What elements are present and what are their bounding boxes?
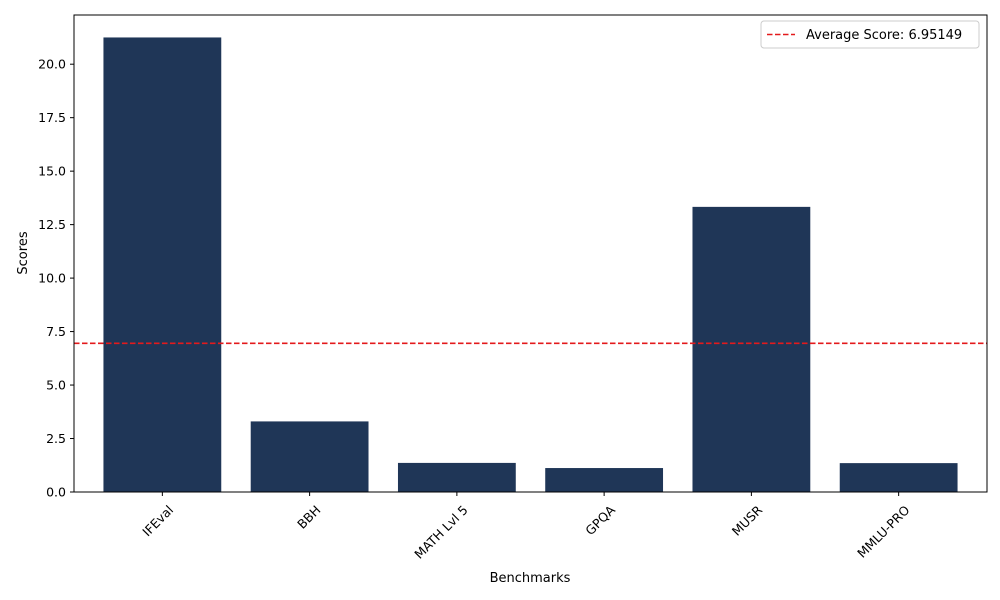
y-tick-label: 20.0 [38, 57, 66, 72]
y-axis-label: Scores [16, 231, 31, 274]
legend-box [760, 20, 980, 49]
x-tick-label: MATH Lvl 5 [411, 502, 470, 561]
y-tick-label: 0.0 [46, 485, 66, 500]
x-axis-ticks: IFEval BBH MATH Lvl 5 GPQA MUSR MMLU-PRO [139, 492, 913, 562]
x-tick-label: MUSR [729, 502, 766, 539]
x-tick-label: BBH [294, 502, 323, 531]
plot-frame [73, 14, 988, 493]
bar-ifeval [103, 37, 222, 492]
bar-math-lvl-5 [397, 462, 516, 492]
bar-bbh [250, 421, 369, 492]
y-tick-label: 10.0 [38, 271, 66, 286]
x-tick-label: IFEval [139, 502, 176, 539]
y-tick-label: 5.0 [46, 378, 66, 393]
legend-average-label: Average Score: 6.95149 [806, 28, 962, 43]
x-axis-label: Benchmarks [490, 571, 571, 586]
x-tick-label: GPQA [582, 502, 618, 538]
bar-gpqa [545, 468, 664, 492]
y-tick-label: 17.5 [38, 110, 66, 125]
x-tick-label: MMLU-PRO [854, 502, 913, 561]
y-tick-label: 2.5 [46, 431, 66, 446]
y-tick-label: 7.5 [46, 324, 66, 339]
bars-layer [103, 37, 958, 492]
y-tick-label: 15.0 [38, 164, 66, 179]
bar-musr [692, 206, 811, 492]
y-tick-label: 12.5 [38, 217, 66, 232]
legend: Average Score: 6.95149 [760, 20, 980, 49]
y-axis-ticks: 0.0 2.5 5.0 7.5 10.0 12.5 15.0 17.5 20.0 [38, 57, 74, 500]
bar-mmlu-pro [839, 463, 958, 492]
